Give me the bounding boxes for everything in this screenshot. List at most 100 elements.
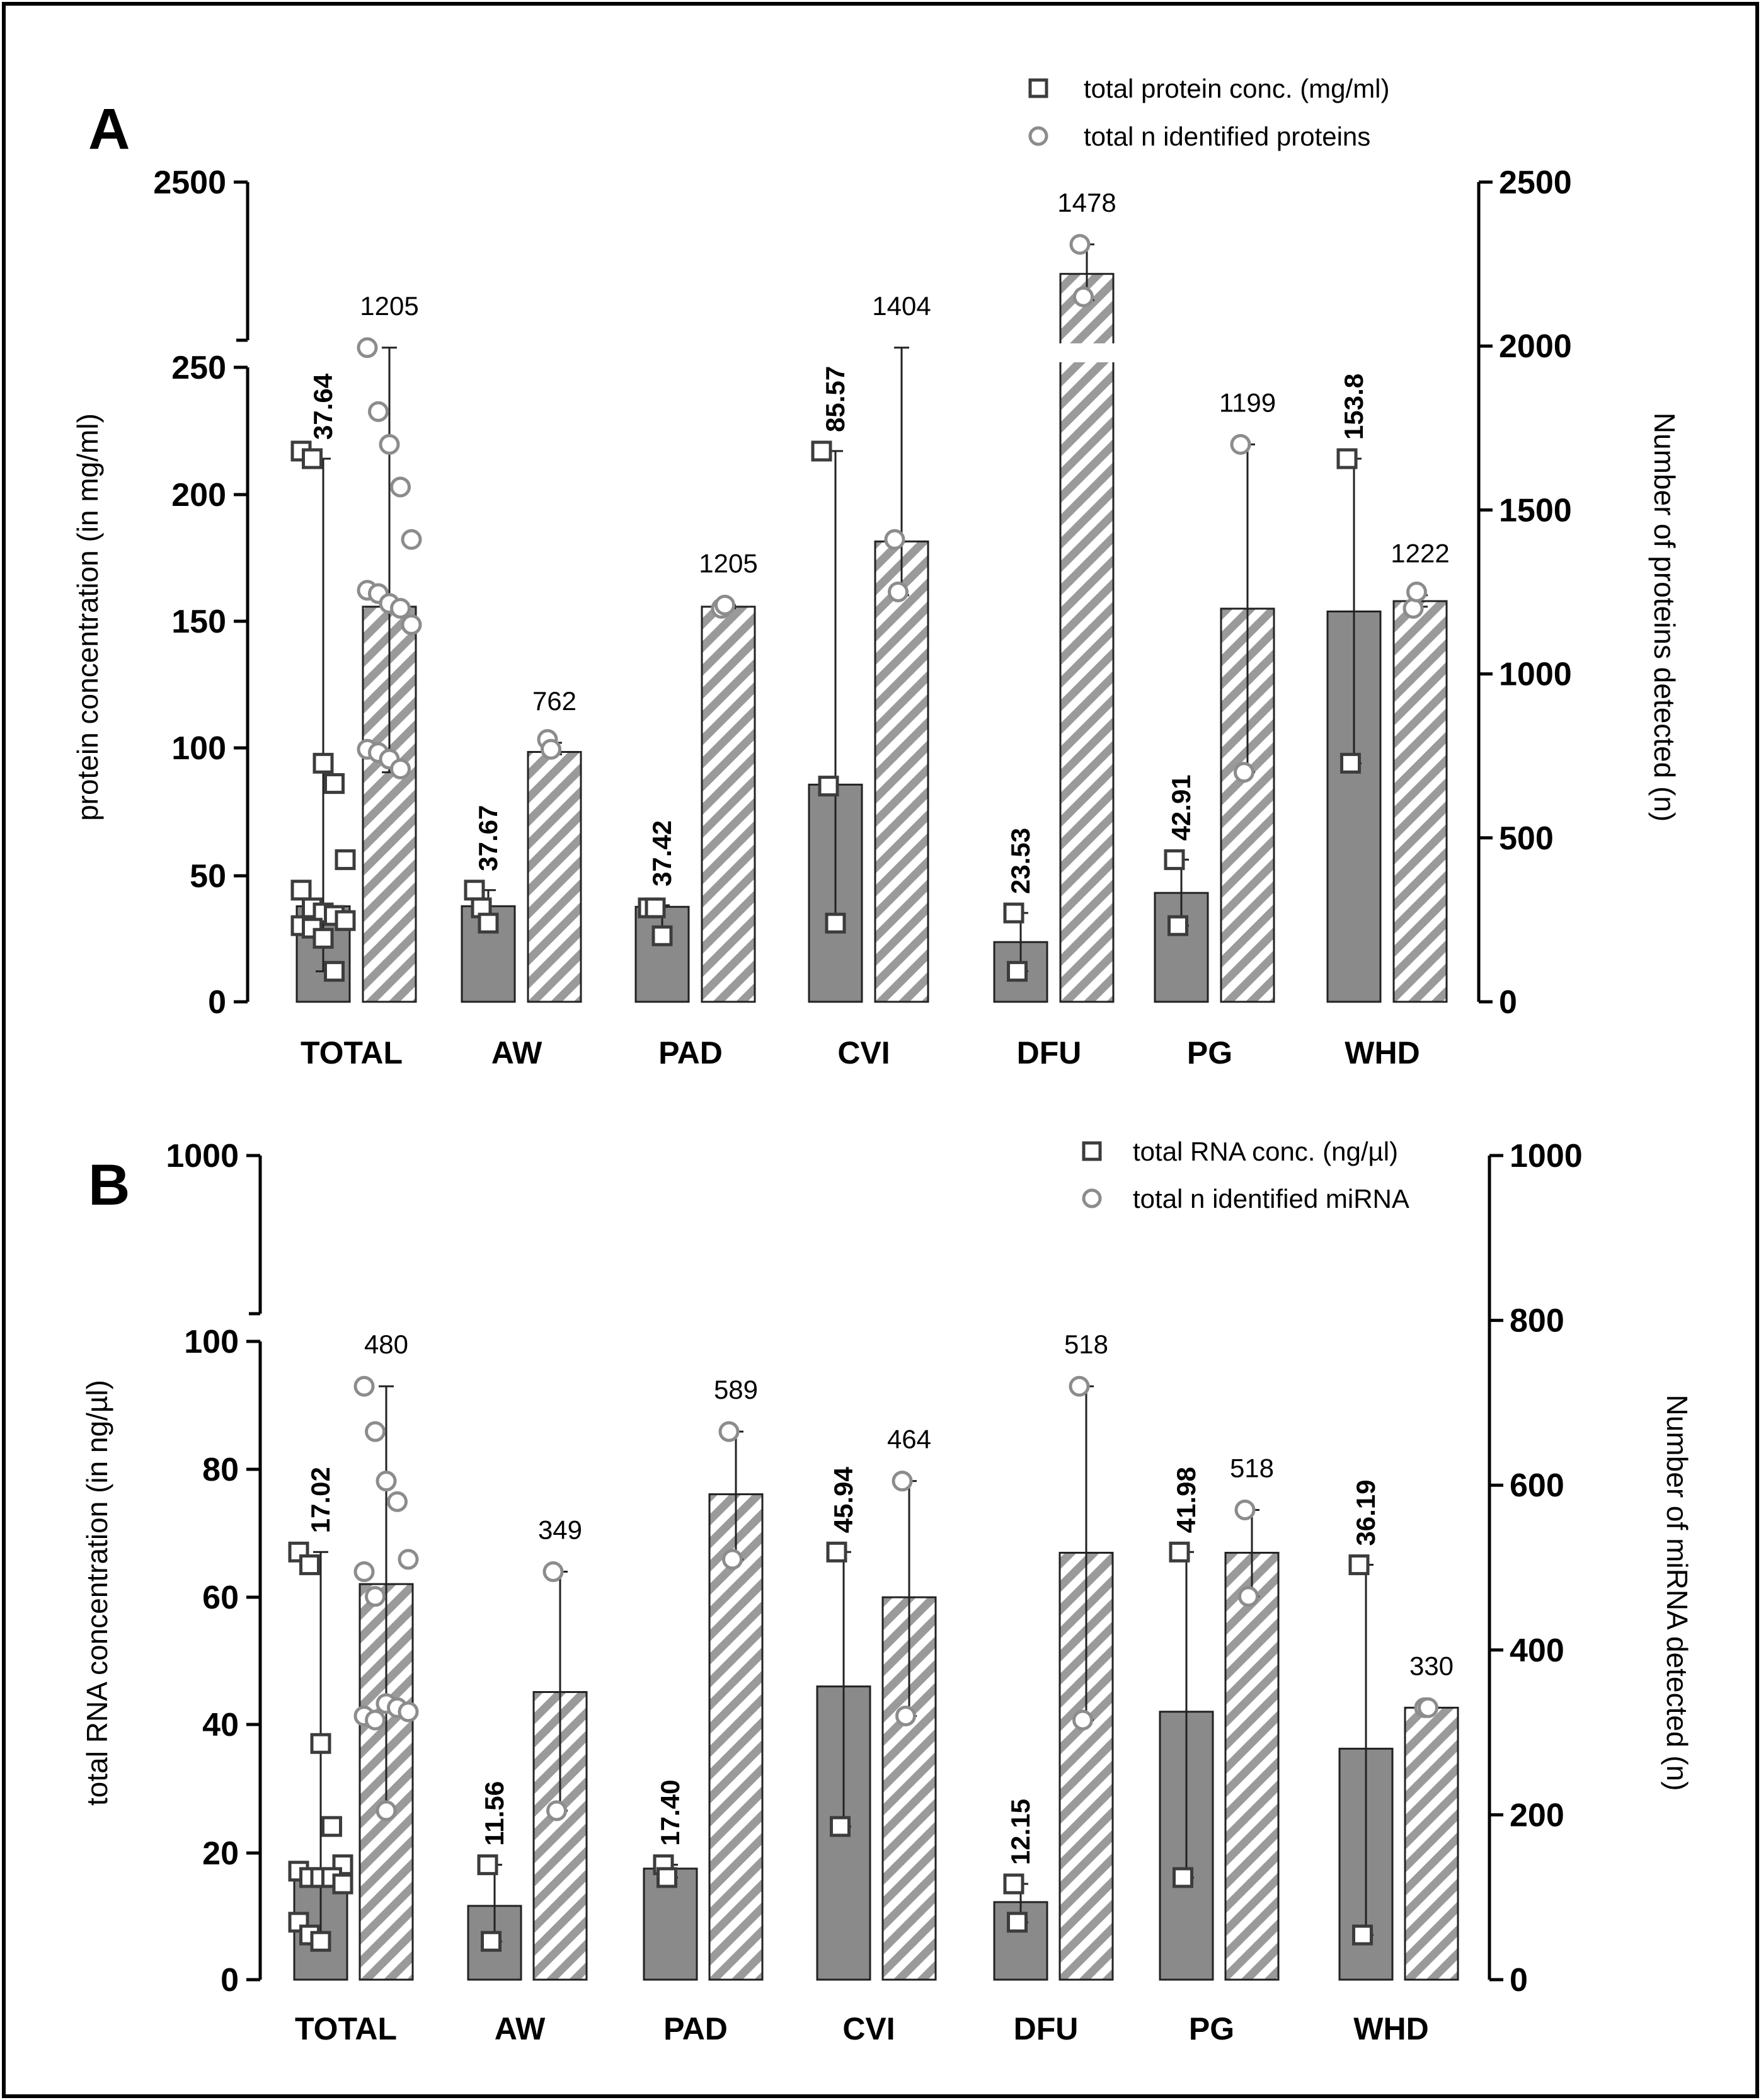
panel-b: B 0 20 40 60 80 100 1000 total RNA concentration… [81, 1137, 1694, 2046]
hatched-value-label: 1205 [360, 291, 418, 321]
circle-data-point [390, 476, 411, 498]
square-data-point [478, 912, 499, 934]
solid-value-label: 37.42 [647, 820, 677, 886]
solid-value-label: 45.94 [829, 1467, 858, 1534]
square-data-point [481, 1931, 502, 1952]
hatched-value-label: 480 [364, 1329, 408, 1359]
square-data-point [302, 448, 323, 469]
circle-data-point [714, 594, 735, 616]
left-tick-label: 40 [202, 1707, 239, 1743]
legend-circle-marker [1028, 126, 1048, 146]
circle-data-point [387, 1491, 408, 1512]
hatched-bar [701, 605, 756, 1003]
circle-data-point [379, 433, 400, 455]
solid-value-label: 37.67 [473, 805, 503, 871]
square-data-point [1173, 1867, 1193, 1888]
circle-data-point [895, 1705, 916, 1726]
circle-data-point [1234, 762, 1254, 783]
hatched-bar [708, 1493, 764, 1981]
category-label: PAD [658, 1035, 723, 1070]
circle-data-point [398, 1549, 419, 1570]
solid-value-label: 85.57 [820, 366, 850, 432]
circle-data-point [1069, 234, 1091, 255]
square-data-point [335, 849, 356, 870]
left-tick-label: 60 [202, 1580, 239, 1616]
left-tick-label: 250 [171, 350, 226, 386]
circle-data-point [1238, 1586, 1259, 1607]
square-data-point [657, 1867, 677, 1888]
solid-value-label: 153.8 [1339, 374, 1368, 440]
right-axis-label: Number of miRNA detected (n) [1661, 1395, 1694, 1791]
circle-data-point [390, 598, 411, 619]
category-label: DFU [1014, 2011, 1079, 2046]
hatched-value-label: 589 [714, 1375, 758, 1404]
circle-data-point [888, 582, 909, 602]
solid-value-label: 36.19 [1351, 1479, 1380, 1546]
hatched-value-label: 1199 [1219, 387, 1276, 417]
category-label: AW [495, 2011, 546, 2046]
legend-square-marker [1082, 1141, 1102, 1161]
left-tick-label: 50 [190, 858, 226, 895]
hatched-value-label: 518 [1064, 1329, 1108, 1359]
square-data-point [1340, 752, 1361, 774]
left-tick-label: 0 [221, 1962, 239, 1999]
panel-letter: A [88, 97, 130, 161]
category-label: PG [1187, 1035, 1232, 1070]
left-tick-label: 100 [184, 1324, 239, 1360]
square-data-point [1169, 1541, 1190, 1563]
hatched-bar [527, 750, 582, 1003]
right-tick-label: 2500 [1499, 164, 1572, 201]
circle-data-point [718, 1421, 740, 1442]
hatched-value-label: 1478 [1057, 188, 1116, 217]
right-tick-label: 800 [1510, 1303, 1564, 1340]
left-axis-label: protein concentration (in mg/ml) [71, 413, 104, 821]
square-data-point [1348, 1554, 1370, 1576]
legend-entry: total n identified miRNA [1133, 1184, 1409, 1214]
square-data-point [1167, 915, 1188, 936]
panel-a: A 0 50 100 150 200 250 2500 protein concentratio… [71, 74, 1681, 1070]
circle-data-point [1072, 1709, 1093, 1731]
left-tick-label: 2500 [153, 164, 226, 201]
circle-data-point [1406, 582, 1427, 602]
hatched-bar [1059, 273, 1115, 1003]
right-tick-label: 0 [1510, 1962, 1528, 1999]
square-data-point [811, 440, 832, 462]
category-label: CVI [837, 1035, 890, 1070]
solid-value-label: 37.64 [308, 373, 338, 440]
bar-break-gap [1058, 343, 1116, 362]
solid-value-label: 12.15 [1006, 1799, 1035, 1865]
circle-data-point [541, 738, 561, 760]
category-label: WHD [1353, 2011, 1428, 2046]
hatched-bar [1404, 1706, 1459, 1981]
circle-data-point [1069, 1375, 1090, 1397]
circle-data-point [365, 1421, 386, 1442]
square-data-point [321, 1816, 342, 1837]
right-tick-label: 1000 [1510, 1138, 1583, 1174]
square-data-point [313, 752, 334, 774]
square-data-point [1352, 1924, 1373, 1946]
square-data-point [290, 880, 312, 901]
square-data-point [310, 1931, 331, 1952]
square-data-point [818, 776, 839, 797]
right-axis-label: Number of proteins detected (n) [1648, 413, 1681, 822]
solid-value-label: 41.98 [1171, 1467, 1201, 1533]
circle-data-point [376, 1471, 397, 1492]
legend-circle-marker [1082, 1188, 1102, 1208]
left-tick-label: 0 [208, 984, 226, 1021]
hatched-value-label: 330 [1409, 1651, 1454, 1680]
circle-data-point [398, 1701, 419, 1723]
square-data-point [826, 1541, 847, 1563]
left-axis-label: total RNA concentration (in ng/µl) [81, 1380, 113, 1806]
hatched-value-label: 762 [532, 686, 576, 716]
category-label: DFU [1017, 1035, 1082, 1070]
square-data-point [1003, 1873, 1024, 1895]
category-label: PG [1189, 2011, 1234, 2046]
circle-data-point [1234, 1499, 1256, 1520]
left-tick-label: 200 [171, 477, 226, 514]
left-tick-label: 20 [202, 1835, 239, 1872]
right-tick-label: 1000 [1499, 657, 1572, 693]
category-label: CVI [842, 2011, 895, 2046]
category-label: WHD [1345, 1035, 1420, 1070]
square-data-point [335, 910, 356, 931]
